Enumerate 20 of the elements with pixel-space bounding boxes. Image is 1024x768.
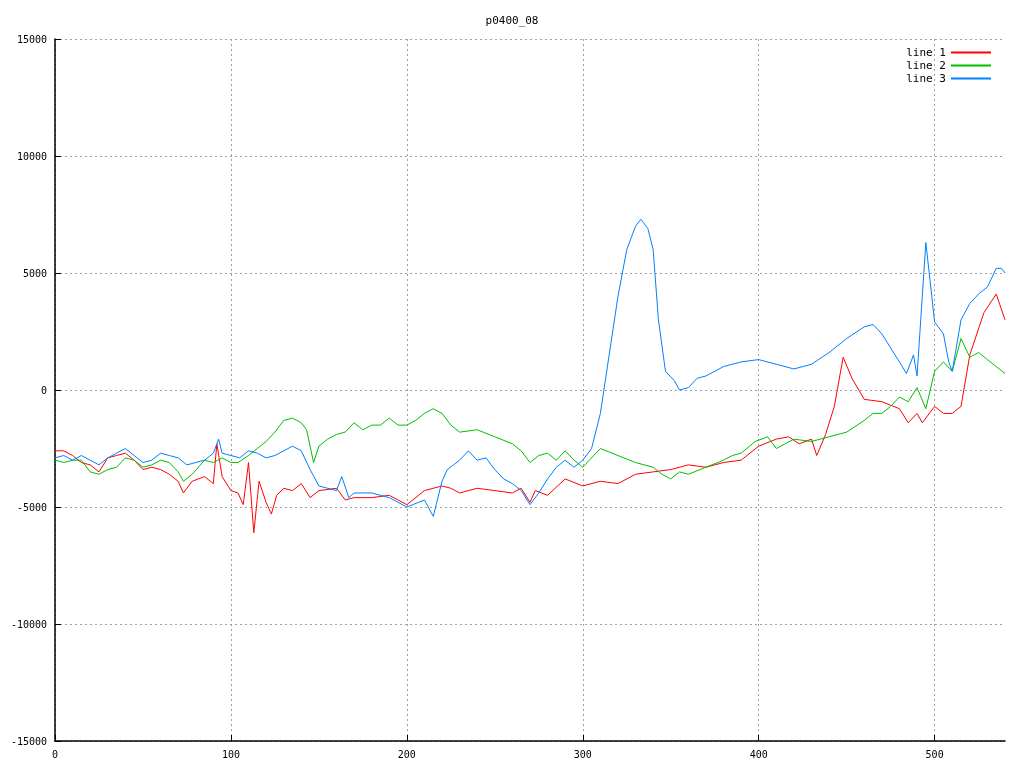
x-tick-label: 200 xyxy=(397,748,416,760)
x-tick-label: 0 xyxy=(51,748,59,760)
line-series xyxy=(54,338,1006,482)
chart-title: p0400_08 xyxy=(485,14,539,27)
line-series xyxy=(54,293,1006,534)
x-tick-label: 300 xyxy=(573,748,592,760)
y-tick-label: 15000 xyxy=(16,33,47,45)
legend-label: line 3 xyxy=(906,72,946,85)
y-tick-label: 5000 xyxy=(22,267,47,279)
legend-label: line 1 xyxy=(906,46,946,59)
y-tick-label: -5000 xyxy=(16,501,47,513)
y-tick-label: 10000 xyxy=(16,150,47,162)
y-tick-label: 0 xyxy=(40,384,47,396)
x-tick-label: 500 xyxy=(925,748,944,760)
line-series xyxy=(54,218,1006,517)
y-tick-label: -10000 xyxy=(10,618,47,630)
legend-label: line 2 xyxy=(906,59,946,72)
x-tick-label: 400 xyxy=(749,748,768,760)
y-tick-label: -15000 xyxy=(10,735,47,747)
x-tick-label: 100 xyxy=(221,748,240,760)
